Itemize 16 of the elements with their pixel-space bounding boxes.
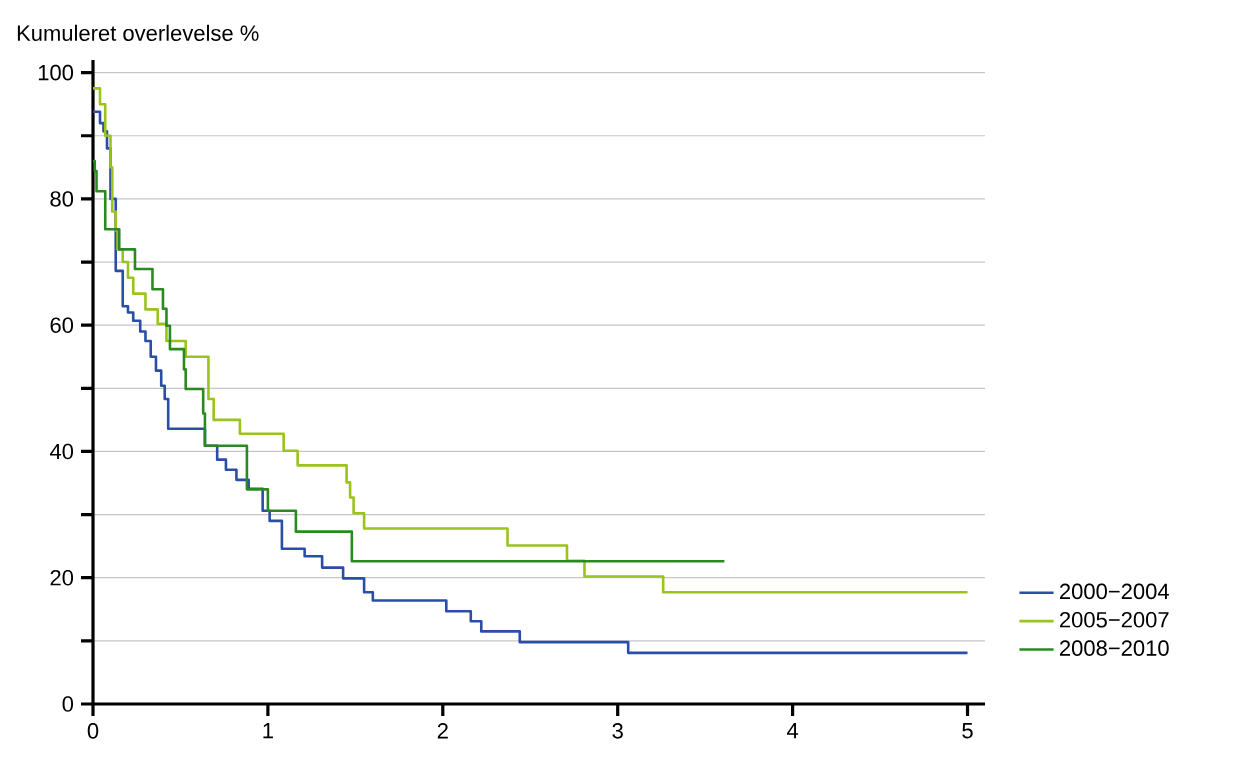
x-tick-label: 1 (263, 723, 273, 739)
y-tick-label: 100 (38, 64, 74, 81)
y-tick-label: 20 (50, 569, 74, 586)
legend-label: 2000−2004 (1060, 583, 1169, 600)
x-tick-label: 5 (962, 723, 973, 739)
y-tick-label: 80 (50, 191, 74, 207)
y-tick-label: 40 (49, 443, 74, 460)
x-tick-label: 0 (87, 723, 99, 739)
x-tick-label: 2 (437, 723, 448, 739)
y-tick-label: 60 (50, 317, 74, 333)
legend-label: 2005−2007 (1060, 611, 1169, 628)
x-tick-label: 4 (786, 723, 799, 739)
x-tick-label: 3 (612, 723, 623, 739)
y-axis-title: Kumuleret overlevelse % (17, 24, 259, 41)
legend-label: 2008−2010 (1060, 640, 1169, 656)
y-tick-label: 0 (62, 696, 74, 712)
